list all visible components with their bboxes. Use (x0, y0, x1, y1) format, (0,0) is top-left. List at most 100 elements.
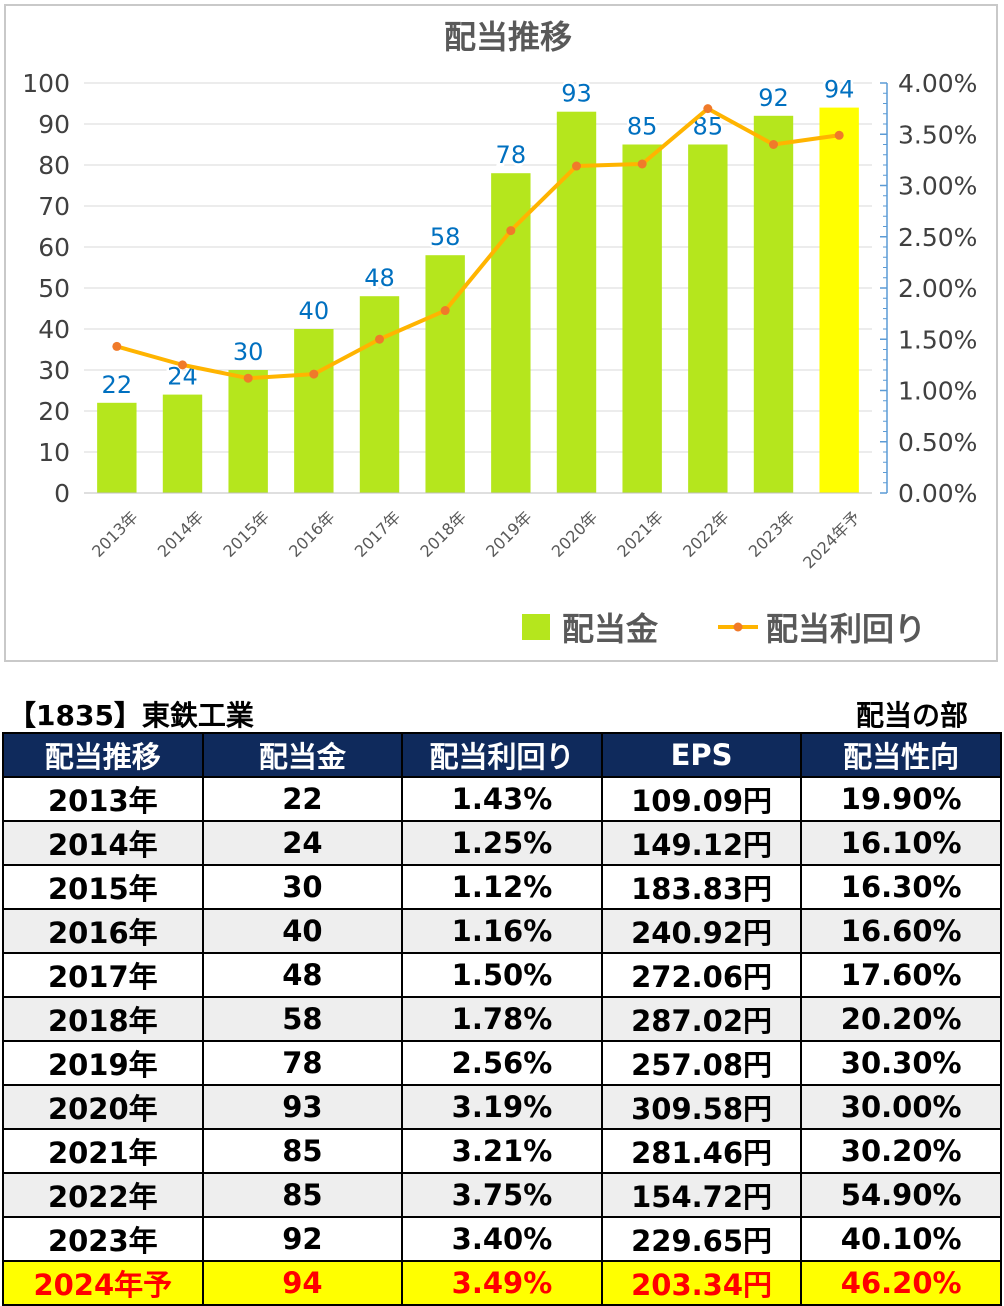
yield-point (703, 104, 713, 114)
x-tick-label: 2019年 (482, 507, 536, 561)
bar (162, 394, 203, 493)
yield-point (637, 159, 647, 169)
x-tick-label: 2020年 (548, 507, 602, 561)
bar (819, 107, 859, 493)
cell-eps: 229.65円 (600, 1216, 803, 1262)
cell-year: 2017年 (2, 952, 204, 998)
x-tick-label: 2018年 (416, 507, 470, 561)
bar (688, 144, 728, 493)
yield-point (112, 341, 122, 351)
cell-eps: 240.92円 (600, 908, 803, 954)
table-header-row: 配当推移 配当金 配当利回り EPS 配当性向 (2, 732, 1002, 778)
cell-yield: 1.43% (401, 776, 603, 822)
y-right-tick-label: 1.00% (898, 377, 977, 406)
yield-line (116, 106, 840, 381)
y-left-tick-label: 80 (38, 151, 70, 180)
legend-line-marker (733, 622, 743, 632)
cell-year: 2023年 (2, 1216, 204, 1262)
bar-data-label: 92 (758, 84, 789, 112)
bar-data-label: 85 (627, 113, 658, 141)
bar (753, 115, 794, 494)
y-right-tick-label: 3.50% (898, 120, 977, 149)
cell-dividend: 48 (201, 952, 404, 998)
cell-payout: 16.10% (800, 820, 1002, 866)
cell-dividend: 85 (201, 1172, 404, 1218)
y-left-tick-label: 50 (38, 274, 70, 303)
yield-point (506, 226, 516, 236)
cell-payout: 16.60% (800, 908, 1002, 954)
cell-payout: 30.30% (800, 1040, 1002, 1086)
table-row: 2021年 85 3.21% 281.46円 30.20% (2, 1128, 1002, 1174)
cell-dividend: 30 (201, 864, 404, 910)
bar-data-label: 94 (824, 76, 855, 104)
bar (228, 370, 268, 493)
cell-dividend: 22 (201, 776, 404, 822)
cell-year: 2021年 (2, 1128, 204, 1174)
yield-point (243, 373, 253, 383)
cell-eps: 309.58円 (600, 1084, 803, 1130)
y-right-tick-label: 4.00% (898, 69, 977, 98)
y-right-tick-label: 2.00% (898, 274, 977, 303)
yield-point (309, 369, 319, 379)
x-tick-label: 2016年 (285, 507, 339, 561)
x-tick-label: 2024年予 (799, 507, 864, 572)
cell-payout: 30.00% (800, 1084, 1002, 1130)
y-right-tick-label: 0.00% (898, 479, 977, 508)
cell-payout: 16.30% (800, 864, 1002, 910)
table-row: 2018年 58 1.78% 287.02円 20.20% (2, 996, 1002, 1042)
cell-yield: 3.75% (401, 1172, 603, 1218)
y-right-tick-label: 1.50% (898, 325, 977, 354)
header-eps: EPS (600, 732, 803, 778)
yield-point (375, 334, 384, 344)
cell-yield: 1.12% (401, 864, 603, 910)
y-left-tick-label: 20 (38, 397, 70, 426)
cell-year: 2020年 (2, 1084, 204, 1130)
cell-yield: 1.78% (401, 996, 603, 1042)
cell-eps: 154.72円 (600, 1172, 803, 1218)
cell-payout: 30.20% (800, 1128, 1002, 1174)
x-tick-label: 2021年 (613, 507, 667, 561)
header-yield: 配当利回り (401, 732, 603, 778)
chart-title: 配当推移 (444, 18, 572, 56)
y-left-tick-label: 40 (38, 315, 70, 344)
cell-payout: 46.20% (800, 1260, 1002, 1306)
cell-payout: 40.10% (800, 1216, 1002, 1262)
header-dividend: 配当金 (201, 732, 404, 778)
dividend-table: 配当推移 配当金 配当利回り EPS 配当性向 2013年 22 1.43% 109.… (2, 732, 1002, 1306)
cell-year: 2024年予 (2, 1260, 204, 1306)
cell-eps: 149.12円 (600, 820, 803, 866)
cell-dividend: 92 (201, 1216, 404, 1262)
header-payout: 配当性向 (800, 732, 1002, 778)
cell-dividend: 94 (201, 1260, 404, 1306)
bar (622, 144, 662, 493)
cell-dividend: 85 (201, 1128, 404, 1174)
cell-payout: 20.20% (800, 996, 1002, 1042)
table-row: 2024年予 94 3.49% 203.34円 46.20% (2, 1260, 1002, 1306)
x-tick-label: 2015年 (219, 507, 273, 561)
chart-panel: 配当推移 0 10 20 30 40 50 60 70 80 90 100 0.00% 0.50% 1.00… (4, 4, 998, 662)
legend-bar-label: 配当金 (562, 610, 659, 648)
cell-year: 2013年 (2, 776, 204, 822)
y-right-tick-label: 0.50% (898, 428, 977, 457)
cell-eps: 183.83円 (600, 864, 803, 910)
cell-dividend: 58 (201, 996, 404, 1042)
x-tick-label: 2014年 (154, 507, 208, 561)
x-tick-label: 2022年 (679, 507, 733, 561)
table-row: 2016年 40 1.16% 240.92円 16.60% (2, 908, 1002, 954)
yield-point (178, 360, 187, 370)
bar-data-label: 30 (233, 338, 264, 366)
company-label: 【1835】東鉄工業 (8, 699, 254, 732)
bar-data-label: 58 (430, 223, 461, 251)
yield-point (440, 306, 450, 316)
yield-point (572, 161, 581, 171)
cell-year: 2015年 (2, 864, 204, 910)
y-left-tick-label: 70 (38, 192, 70, 221)
cell-year: 2022年 (2, 1172, 204, 1218)
cell-dividend: 78 (201, 1040, 404, 1086)
table-row: 2020年 93 3.19% 309.58円 30.00% (2, 1084, 1002, 1130)
cell-year: 2019年 (2, 1040, 204, 1086)
cell-payout: 54.90% (800, 1172, 1002, 1218)
table-row: 2022年 85 3.75% 154.72円 54.90% (2, 1172, 1002, 1218)
cell-year: 2018年 (2, 996, 204, 1042)
bar (556, 111, 597, 493)
